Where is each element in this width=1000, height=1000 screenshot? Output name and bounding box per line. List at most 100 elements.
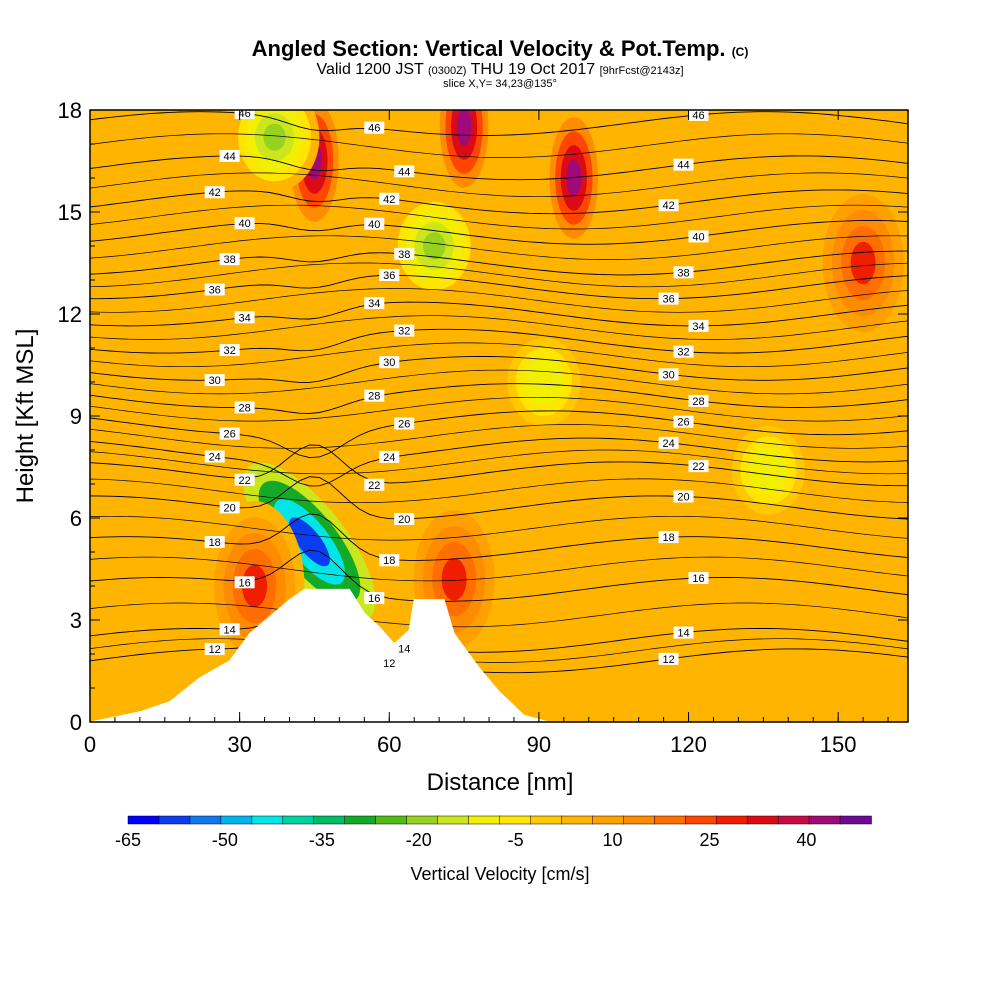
contour-label-text: 46 — [692, 110, 704, 122]
theta-contour-line-minor — [90, 369, 908, 395]
contour-label-text: 12 — [209, 644, 221, 656]
colorbar-swatch — [592, 815, 625, 825]
colorbar-swatch — [746, 815, 779, 825]
contour-label-text: 38 — [677, 267, 689, 279]
colorbar-swatch — [375, 815, 408, 825]
contour-label-text: 30 — [383, 357, 395, 369]
colorbar-swatch — [127, 815, 160, 825]
contour-label: 46 — [234, 110, 255, 120]
contour-label-text: 16 — [238, 577, 250, 589]
theta-contour-line-minor — [90, 342, 908, 368]
y-tick-label: 9 — [70, 404, 82, 429]
colorbar-swatch — [468, 815, 501, 825]
contour-label-box — [379, 269, 400, 282]
contour-label-text: 30 — [209, 375, 221, 387]
contour-label-text: 30 — [662, 369, 674, 381]
colorbar-label: Vertical Velocity [cm/s] — [410, 864, 589, 884]
contour-label-text: 44 — [224, 151, 236, 163]
contour-label-box — [688, 572, 709, 585]
theta-contour-line-minor — [90, 235, 908, 260]
contour-label-box — [364, 478, 385, 491]
colorbar-tick-label: 10 — [603, 830, 623, 850]
contour-label-box — [219, 253, 240, 266]
y-tick-label: 12 — [58, 302, 82, 327]
contour-label-box — [673, 266, 694, 279]
contour-label-text: 16 — [368, 593, 380, 605]
theta-contour-line-minor — [90, 396, 908, 422]
x-tick-label: 90 — [527, 732, 551, 757]
contour-label: 36 — [379, 269, 400, 282]
colorbar-swatch — [623, 815, 656, 825]
theta-contour-line-minor — [90, 424, 908, 449]
contour-label: 44 — [394, 165, 415, 178]
contour-label: 38 — [219, 253, 240, 266]
colorbar-swatch — [777, 815, 810, 825]
theta-contour-line — [90, 383, 908, 414]
contour-label-text: 36 — [209, 284, 221, 296]
contour-label-text: 14 — [224, 624, 236, 636]
contour-label-text: 18 — [209, 537, 221, 549]
contour-label-text: 22 — [368, 480, 380, 492]
colorbar: -65 -50 -35 -20 -5 10 25 40 — [115, 815, 872, 850]
contour-label-box — [204, 536, 225, 549]
x-tick-label: 150 — [820, 732, 857, 757]
velocity-cell — [532, 368, 556, 396]
contour-label-box — [673, 626, 694, 639]
contour-label-box — [688, 319, 709, 332]
contour-label-text: 42 — [662, 200, 674, 212]
contour-label: 46 — [688, 110, 709, 122]
velocity-cell — [566, 159, 582, 197]
contour-label: 28 — [364, 389, 385, 403]
theta-contour-line-minor — [90, 556, 908, 582]
contour-label: 16 — [234, 576, 255, 589]
contour-label-text: 38 — [224, 254, 236, 266]
colorbar-swatch — [406, 815, 439, 825]
theta-contour-line-minor — [90, 204, 908, 230]
y-tick-label: 6 — [70, 506, 82, 531]
contour-label-box — [364, 217, 385, 230]
contour-label-box — [688, 230, 709, 243]
contour-label: 30 — [379, 356, 400, 369]
x-tick-label: 60 — [377, 732, 401, 757]
contour-label-text: 24 — [383, 452, 395, 464]
theta-contour-line — [90, 549, 908, 602]
contour-label-box — [234, 401, 255, 414]
contour-label: 32 — [394, 324, 415, 338]
contour-label: 24 — [204, 450, 225, 464]
contour-label: 24 — [379, 450, 400, 464]
contour-label-text: 38 — [398, 249, 410, 261]
theta-contour-line — [90, 513, 908, 561]
contour-label: 36 — [658, 292, 679, 306]
contour-label-text: 24 — [209, 452, 221, 464]
theta-contour-line — [90, 220, 908, 245]
contour-label-box — [219, 427, 240, 440]
contour-label-text: 22 — [692, 461, 704, 473]
contour-label-box — [658, 292, 679, 305]
contour-label: 12 — [658, 652, 679, 666]
contour-label-box — [204, 450, 225, 463]
theta-contour-line-minor — [90, 449, 908, 475]
contour-label: 30 — [658, 368, 679, 381]
contour-label-text: 34 — [692, 321, 704, 333]
contour-label-box — [234, 473, 255, 486]
contour-label-text: 12 — [662, 654, 674, 666]
contour-label: 26 — [673, 415, 694, 429]
contour-label-box — [234, 110, 255, 120]
contour-label-box — [658, 368, 679, 381]
contour-label-box — [394, 324, 415, 337]
contour-label-box — [219, 623, 240, 636]
contour-label-text: 34 — [238, 312, 250, 324]
contour-label-text: 14 — [677, 628, 689, 640]
contour-label: 12 — [204, 643, 225, 656]
y-tick-label: 0 — [70, 710, 82, 735]
contour-label-box — [234, 217, 255, 230]
colorbar-swatch — [839, 815, 872, 825]
contour-label: 44 — [219, 149, 240, 163]
theta-contour-line-minor — [90, 602, 908, 628]
velocity-cell — [456, 110, 472, 146]
contour-label-box — [379, 192, 400, 205]
contour-label-text: 20 — [677, 491, 689, 503]
